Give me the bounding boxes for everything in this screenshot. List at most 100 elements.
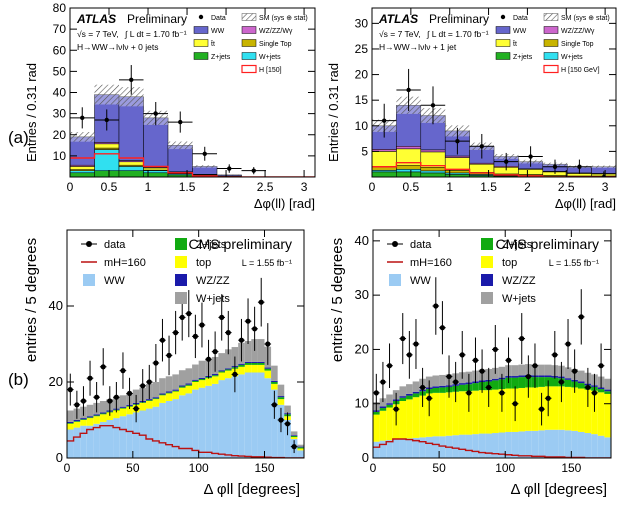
bar <box>591 390 598 435</box>
bar <box>192 380 199 382</box>
bar <box>205 378 212 386</box>
title: CMS preliminary <box>189 236 292 252</box>
plot-area <box>70 65 315 177</box>
bar <box>198 387 206 458</box>
bar <box>93 423 100 458</box>
bar <box>399 401 407 439</box>
bar <box>93 415 100 417</box>
bar <box>420 149 446 153</box>
bar <box>597 389 605 393</box>
bar <box>284 405 291 414</box>
bar <box>225 369 232 371</box>
bar <box>244 372 252 458</box>
bar <box>538 430 545 458</box>
panel-atlas-0jet: 0 0.5 1 1.5 2 2.5 3 10 20 30 40 50 60 70 80 Δφ(ll) [rad… <box>24 1 316 211</box>
bar <box>119 407 127 409</box>
bar <box>271 380 278 382</box>
bar <box>396 171 422 177</box>
bar <box>492 380 499 390</box>
bar <box>558 386 565 430</box>
bar <box>597 392 605 436</box>
bar <box>452 435 459 458</box>
bar <box>511 431 519 458</box>
bar <box>518 377 526 388</box>
bar <box>192 364 199 380</box>
plot-frame <box>66 229 305 459</box>
plot-area <box>373 277 611 458</box>
bar <box>264 368 272 371</box>
y-tick-label: 15 <box>355 93 369 107</box>
bar <box>165 393 173 401</box>
bar <box>264 378 272 458</box>
bar <box>185 368 193 384</box>
x-tick-label: 0.5 <box>403 180 420 194</box>
bar <box>444 170 470 174</box>
bar <box>218 370 225 372</box>
uncertainty-box <box>168 141 193 150</box>
axis-ticks: 0 0.5 1 1.5 2 2.5 3 5 10 15 20 25 30 <box>355 8 616 194</box>
data-point <box>227 166 232 171</box>
data-point <box>373 390 379 396</box>
x-tick-label: 2 <box>524 180 531 194</box>
bar <box>439 385 446 388</box>
data-point <box>598 363 604 369</box>
data-point <box>133 406 139 412</box>
legend-label: Z+jets <box>196 239 227 251</box>
bar <box>152 382 160 398</box>
x-tick-label: 1 <box>145 180 152 194</box>
data-point <box>179 314 185 320</box>
legend-label: WW <box>410 275 431 287</box>
bar <box>277 396 285 398</box>
y-axis-label: entries / 5 degrees <box>23 238 40 362</box>
data-point <box>284 421 291 427</box>
bar <box>152 397 160 399</box>
legend: data Z+jets mH=160 top WW WZ/ZZ W+jets <box>387 238 536 305</box>
bar <box>571 430 578 458</box>
bar <box>445 392 453 436</box>
x-tick-label: 150 <box>254 461 274 475</box>
data-point <box>538 406 545 412</box>
legend-label: WW <box>513 28 527 35</box>
bar <box>584 389 592 434</box>
legend-label: WW <box>211 28 225 35</box>
legend-label: top <box>502 257 517 269</box>
bar <box>577 370 585 382</box>
bar <box>119 406 127 408</box>
bar <box>73 421 81 428</box>
bar <box>386 404 393 408</box>
bar <box>419 437 426 458</box>
data-point <box>455 138 460 144</box>
legend-label: WZ/ZZ <box>502 275 536 287</box>
bar <box>396 169 422 173</box>
data-point <box>107 398 113 404</box>
bar <box>551 386 559 430</box>
bar <box>465 391 473 435</box>
data-point <box>159 337 166 343</box>
bar <box>373 411 380 415</box>
bar <box>396 164 422 170</box>
bar <box>564 430 572 458</box>
bar <box>492 389 499 434</box>
data-point <box>120 368 126 374</box>
title: CMS preliminary <box>496 236 599 252</box>
data-point <box>565 341 571 347</box>
bar <box>492 433 499 458</box>
x-tick-label: 150 <box>561 461 581 475</box>
data-point <box>532 363 538 369</box>
series-top <box>373 386 611 442</box>
bar <box>143 172 169 177</box>
data-point <box>278 417 284 423</box>
data-point <box>192 333 198 339</box>
bar <box>472 390 479 435</box>
bar <box>577 431 585 458</box>
data-point <box>146 379 152 385</box>
bar <box>86 404 94 417</box>
x-axis-label: Δ φll [degrees] <box>511 481 607 498</box>
legend-label: W+jets <box>259 54 281 61</box>
bar <box>399 386 407 397</box>
bar <box>152 398 160 400</box>
bar <box>238 364 245 367</box>
uncertainty-box <box>217 174 242 176</box>
legend-swatch <box>481 274 493 286</box>
